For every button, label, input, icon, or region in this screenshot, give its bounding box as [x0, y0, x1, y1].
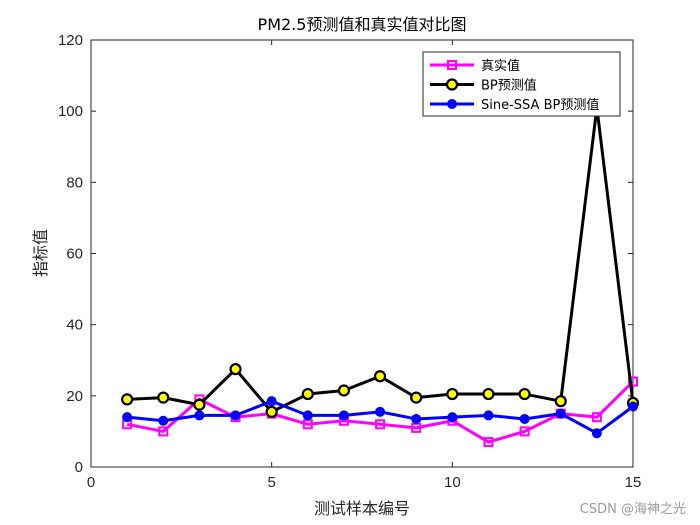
series-line	[126, 380, 635, 444]
data-point	[411, 413, 422, 424]
data-point	[122, 412, 133, 423]
legend-marker	[447, 60, 457, 70]
data-point	[193, 398, 206, 411]
data-point	[302, 410, 313, 421]
data-point	[446, 387, 459, 401]
data-point	[373, 370, 387, 383]
x-tick-label: 10	[444, 474, 461, 491]
data-point	[482, 387, 495, 401]
data-point	[555, 408, 566, 419]
data-point	[158, 415, 169, 426]
data-point	[266, 396, 277, 407]
data-point	[447, 412, 458, 423]
data-point	[375, 406, 386, 417]
data-point	[157, 391, 170, 404]
data-point	[194, 410, 205, 421]
y-tick-label: 0	[75, 459, 83, 476]
data-point	[410, 391, 423, 404]
data-point	[265, 405, 278, 418]
legend-marker	[447, 99, 457, 109]
y-tick-label: 60	[66, 246, 83, 263]
data-point	[301, 387, 314, 401]
legend-label: Sine-SSA BP预测值	[481, 97, 599, 113]
legend-item: 真实值	[430, 58, 520, 74]
legend-item: BP预测值	[430, 78, 537, 94]
data-point	[229, 363, 242, 376]
y-tick-label: 120	[58, 32, 83, 49]
chart-title: PM2.5预测值和真实值对比图	[258, 15, 467, 34]
data-point	[230, 410, 241, 421]
data-point	[554, 395, 567, 408]
watermark: CSDN @海神之光	[580, 502, 686, 517]
x-tick-label: 15	[625, 474, 642, 491]
y-tick-label: 100	[58, 103, 83, 120]
data-point	[483, 437, 494, 448]
data-point	[519, 426, 530, 437]
data-point	[591, 412, 602, 423]
x-tick-label: 5	[267, 474, 275, 491]
data-point	[121, 393, 134, 406]
data-point	[628, 401, 638, 412]
data-point	[591, 428, 602, 439]
y-tick-label: 40	[66, 317, 83, 334]
legend-label: BP预测值	[481, 78, 537, 94]
y-tick-label: 80	[66, 174, 83, 191]
data-point	[519, 413, 530, 424]
x-axis-title: 测试样本编号	[314, 499, 410, 518]
data-point	[338, 410, 349, 421]
data-point	[158, 426, 169, 437]
data-point	[375, 419, 386, 430]
x-tick-label: 0	[87, 474, 95, 491]
y-axis-title: 指标值	[31, 229, 50, 277]
legend-item: Sine-SSA BP预测值	[430, 97, 599, 113]
series-3	[122, 396, 638, 439]
legend-label: 真实值	[481, 58, 520, 74]
data-point	[483, 410, 494, 421]
legend-marker	[445, 78, 459, 91]
y-tick-label: 20	[66, 388, 83, 405]
data-point	[337, 384, 351, 397]
legend: 真实值 BP预测值 Sine-SSA BP预测值	[422, 51, 621, 117]
data-point	[518, 387, 531, 401]
